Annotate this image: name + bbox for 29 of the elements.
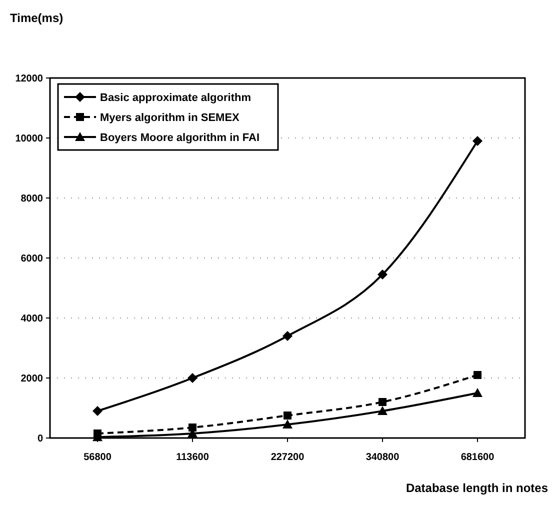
point — [188, 424, 196, 432]
point — [92, 406, 102, 416]
y-tick-label: 12000 — [15, 74, 44, 84]
point — [474, 371, 482, 379]
y-tick-label: 2000 — [20, 374, 44, 384]
y-tick-label: 0 — [37, 434, 44, 444]
x-tick-label: 113600 — [176, 452, 210, 463]
y-tick-label: 10000 — [15, 134, 44, 144]
legend-label: Boyers Moore algorithm in FAI — [100, 132, 260, 144]
y-tick-label: 6000 — [20, 254, 44, 264]
point — [188, 373, 198, 383]
x-tick-label: 227200 — [270, 452, 305, 463]
point — [282, 331, 292, 341]
y-tick-label: 4000 — [20, 314, 44, 324]
x-tick-label: 681600 — [460, 452, 495, 463]
point — [378, 270, 388, 280]
point — [284, 412, 292, 420]
point — [472, 136, 482, 146]
y-axis-title: Time(ms) — [10, 11, 64, 25]
point — [378, 406, 388, 415]
x-axis-title: Database length in notes — [406, 481, 548, 495]
point — [378, 398, 386, 406]
point — [282, 420, 292, 428]
x-tick-label: 340800 — [366, 452, 400, 463]
legend-label: Basic approximate algorithm — [100, 92, 252, 104]
point — [472, 388, 482, 397]
x-tick-label: 56800 — [84, 452, 112, 463]
legend-label: Myers algorithm in SEMEX — [100, 112, 240, 124]
y-tick-label: 8000 — [20, 194, 44, 204]
